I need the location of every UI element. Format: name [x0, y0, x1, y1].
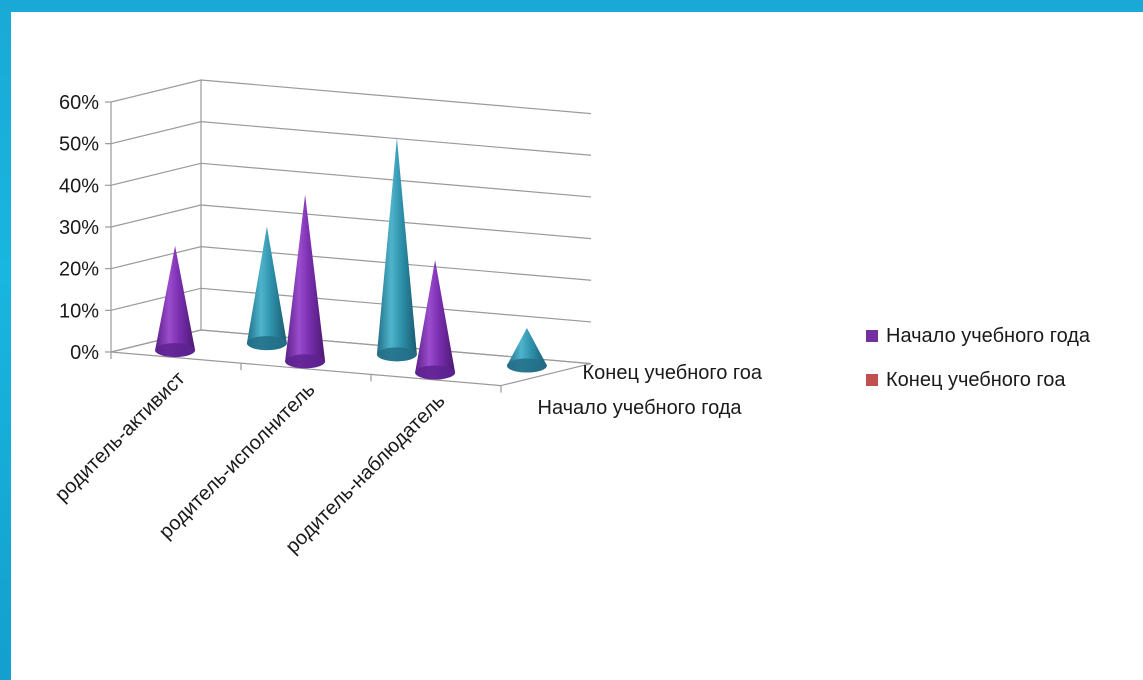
- cone-start-0: [155, 245, 196, 358]
- cone-body: [415, 259, 456, 380]
- legend-item-end: Конец учебного гоа: [866, 368, 1090, 392]
- category-axis-labels: родитель-активистродитель-исполнительрод…: [51, 352, 502, 558]
- depth-label: Конец учебного гоа: [583, 362, 763, 384]
- cone-base: [415, 365, 456, 380]
- category-label: родитель-исполнитель: [155, 379, 320, 544]
- cone-base: [155, 343, 196, 358]
- y-tick-label: 10%: [59, 300, 99, 322]
- y-tick-label: 50%: [59, 134, 99, 156]
- cone-end-1: [376, 137, 417, 362]
- legend-swatch-end: [866, 374, 878, 386]
- cone-start-1: [285, 194, 326, 369]
- y-tick-label: 40%: [59, 175, 99, 197]
- y-tick-label: 20%: [59, 259, 99, 281]
- depth-label: Начало учебного года: [538, 397, 743, 419]
- cone-body: [155, 245, 196, 358]
- legend-label-end: Конец учебного гоа: [886, 368, 1066, 391]
- cone-base: [376, 347, 417, 362]
- cone-body: [376, 137, 417, 362]
- category-axis-line: [110, 351, 502, 387]
- gridline: [110, 79, 592, 115]
- depth-axis-line: [500, 363, 592, 387]
- slide: 0% 10% 20% 30% 40% 50% 60% Начало учебного год…: [11, 12, 1143, 680]
- cone-base: [246, 336, 287, 351]
- legend: Начало учебного года Конец учебного гоа: [866, 324, 1090, 412]
- gridline: [110, 121, 592, 156]
- legend-swatch-start: [866, 330, 878, 342]
- y-tick-label: 30%: [59, 217, 99, 239]
- y-tick-label: 60%: [59, 92, 99, 114]
- gridline: [110, 162, 592, 198]
- cone-base: [506, 358, 547, 373]
- cones: [155, 137, 547, 380]
- cone-body: [246, 226, 287, 351]
- gridlines: [105, 79, 592, 365]
- cone-start-2: [415, 259, 456, 380]
- category-label: родитель-активист: [51, 368, 190, 507]
- cone-base: [285, 354, 326, 369]
- legend-item-start: Начало учебного года: [866, 324, 1090, 348]
- y-axis-tick-labels: 0% 10% 20% 30% 40% 50% 60%: [59, 92, 99, 364]
- y-tick-label: 0%: [70, 342, 99, 364]
- cone-end-0: [246, 226, 287, 351]
- gridline: [110, 287, 592, 323]
- gridline: [110, 329, 592, 365]
- legend-label-start: Начало учебного года: [886, 324, 1091, 347]
- cone-chart: 0% 10% 20% 30% 40% 50% 60% Начало учебного год…: [51, 79, 763, 558]
- cone-body: [285, 194, 326, 369]
- gridline: [110, 204, 592, 240]
- cone-end-2: [506, 328, 547, 373]
- depth-axis-labels: Начало учебного года Конец учебного гоа: [538, 362, 763, 419]
- gridline: [110, 246, 592, 281]
- category-label: родитель-наблюдатель: [282, 390, 450, 558]
